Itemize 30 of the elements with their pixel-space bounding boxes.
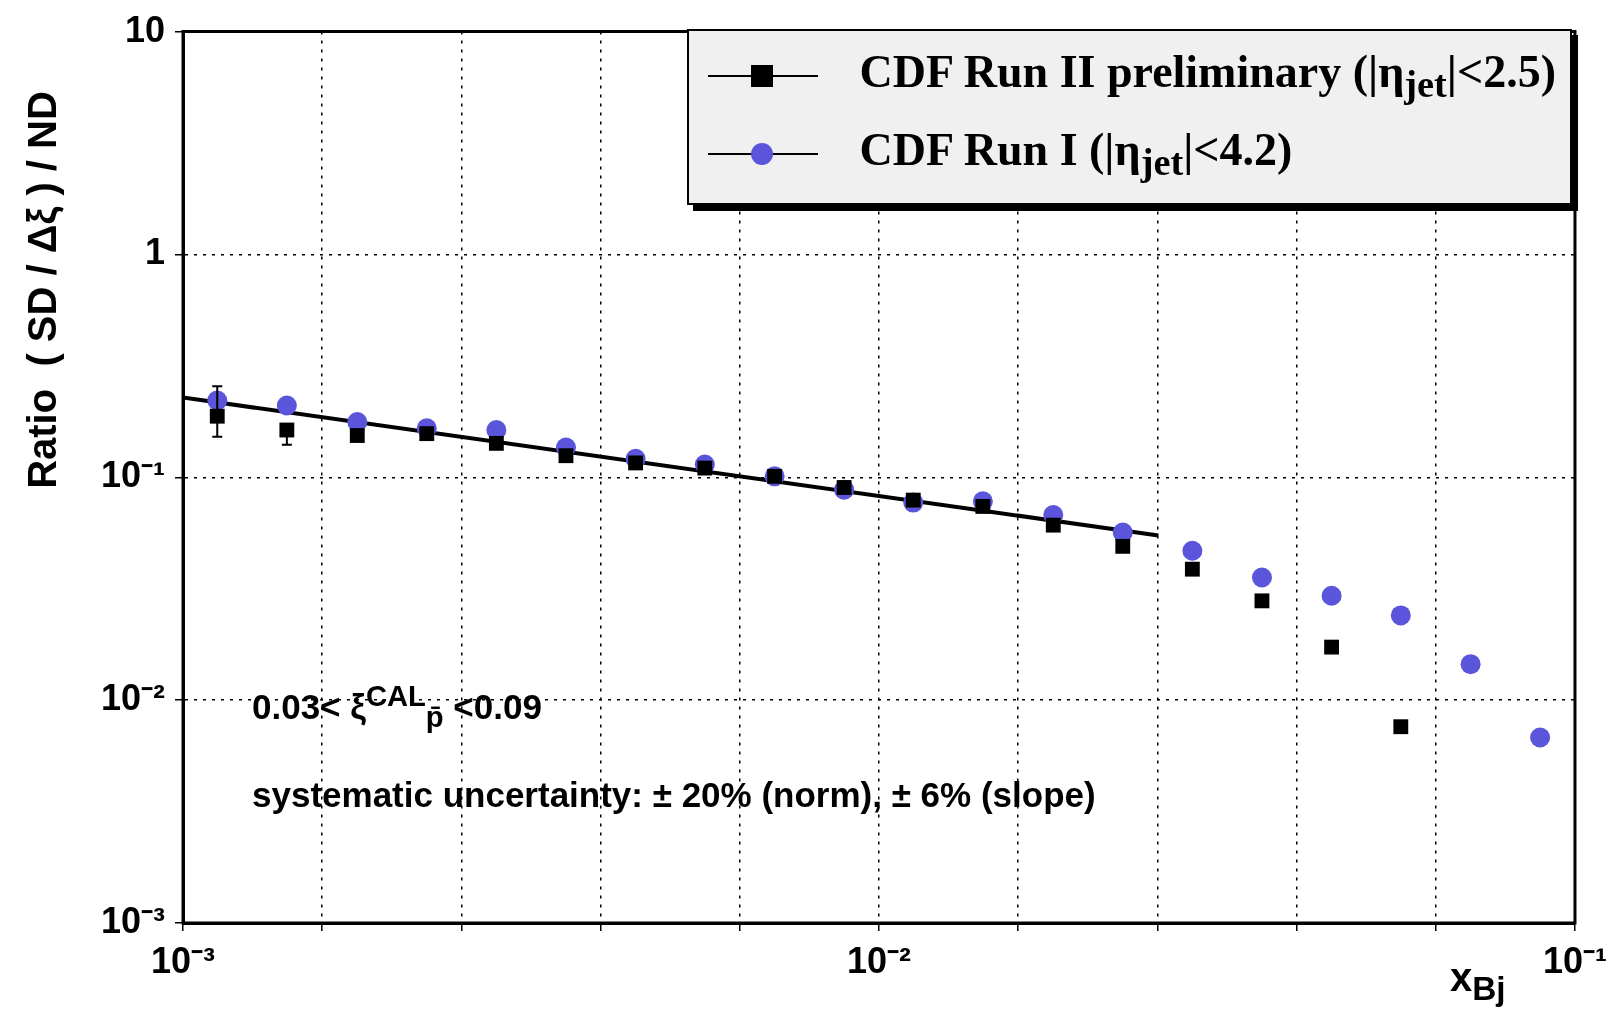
x-tick-label: 10⁻³ bbox=[150, 939, 216, 981]
point bbox=[1115, 538, 1131, 554]
y-tick-label: 1 bbox=[144, 231, 165, 273]
point bbox=[1254, 593, 1270, 609]
x-axis-title: x$_{Bj}$ bbox=[1450, 955, 1506, 1008]
point bbox=[1530, 727, 1551, 748]
point bbox=[1321, 585, 1342, 606]
x-tick-label: 10⁻² bbox=[846, 939, 912, 981]
annotation: 0.03< ξ$^{CAL}$$_{p̄}$ <0.09 bbox=[252, 680, 542, 734]
point bbox=[488, 435, 504, 451]
point bbox=[276, 395, 297, 416]
point bbox=[1045, 517, 1061, 533]
x-tick-label: 10⁻¹ bbox=[1542, 939, 1607, 981]
point bbox=[1390, 605, 1411, 626]
point bbox=[558, 448, 574, 464]
y-tick-label: 10⁻² bbox=[100, 677, 166, 719]
y-tick-label: 10 bbox=[124, 8, 165, 50]
legend-label: CDF Run I (|η$_{jet}$|<4.2) bbox=[859, 123, 1293, 185]
point bbox=[1182, 540, 1203, 561]
point bbox=[1251, 567, 1272, 588]
point bbox=[1184, 561, 1200, 577]
point bbox=[1324, 639, 1340, 655]
legend-label: CDF Run II preliminary (|η$_{jet}$|<2.5) bbox=[859, 45, 1556, 107]
point bbox=[1460, 654, 1481, 675]
y-tick-label: 10⁻¹ bbox=[100, 454, 165, 496]
annotation: systematic uncertainty: ± 20% (norm), ± 6% (slope) bbox=[252, 775, 1096, 815]
point bbox=[1393, 719, 1409, 735]
y-axis-title: Ratio ( SD / Δξ ) / ND bbox=[19, 91, 65, 489]
y-tick-label: 10⁻³ bbox=[100, 899, 166, 941]
point bbox=[349, 428, 365, 443]
